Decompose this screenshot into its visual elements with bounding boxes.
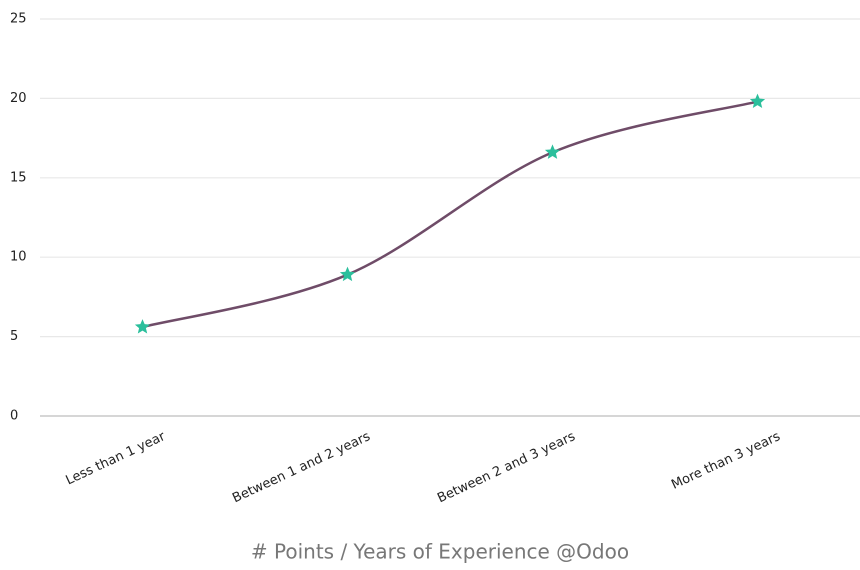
x-tick-label: Less than 1 year xyxy=(64,429,169,488)
y-tick-label: 0 xyxy=(10,409,18,424)
x-tick-label: Between 2 and 3 years xyxy=(435,429,578,506)
y-tick-label: 10 xyxy=(10,250,27,265)
y-tick-label: 5 xyxy=(10,329,18,344)
chart-caption: # Points / Years of Experience @Odoo xyxy=(251,540,629,564)
y-tick-label: 20 xyxy=(10,91,27,106)
marker xyxy=(339,266,356,282)
y-tick-label: 25 xyxy=(10,12,27,27)
marker xyxy=(749,93,766,109)
marker xyxy=(134,319,151,334)
x-tick-label: Between 1 and 2 years xyxy=(230,429,373,506)
line xyxy=(142,100,758,329)
x-tick-label: More than 3 years xyxy=(669,429,783,493)
y-tick-label: 15 xyxy=(10,170,27,185)
marker xyxy=(544,144,561,159)
